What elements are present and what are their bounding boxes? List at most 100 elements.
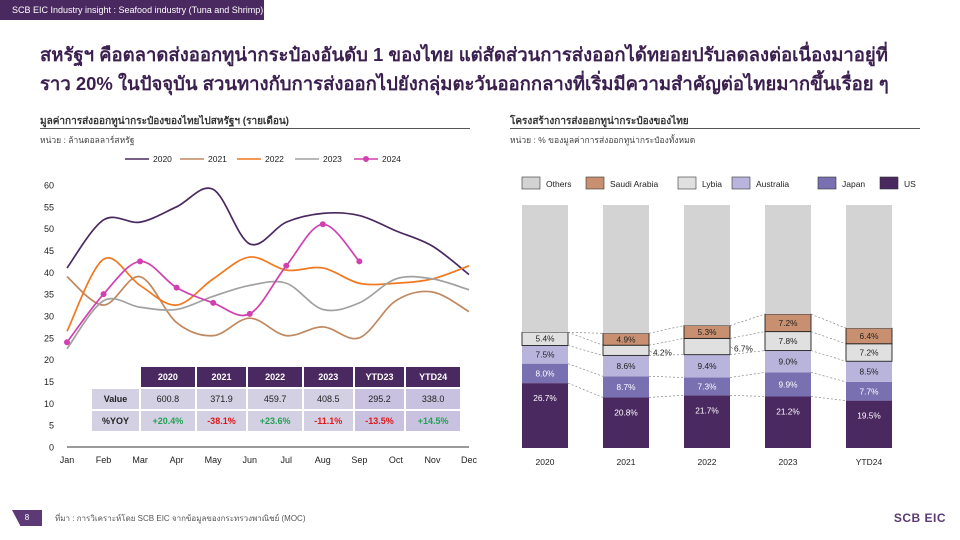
segment-connector bbox=[729, 350, 766, 355]
bar-segment-us bbox=[603, 397, 649, 448]
series-point-2024 bbox=[64, 339, 70, 346]
segment-connector bbox=[729, 394, 766, 397]
legend-label-saudi-arabia: Saudi Arabia bbox=[610, 179, 658, 189]
data-label-us: 20.8% bbox=[614, 407, 638, 417]
bar-segment-japan bbox=[603, 376, 649, 398]
y-tick-label: 40 bbox=[44, 268, 54, 278]
data-label-saudi-arabia: 6.4% bbox=[860, 331, 880, 341]
series-point-2024 bbox=[356, 258, 363, 265]
bar-segment-others bbox=[522, 205, 568, 333]
x-tick-label: Nov bbox=[424, 455, 441, 465]
summary-cell: -11.1% bbox=[303, 411, 353, 431]
series-point-2024 bbox=[319, 221, 326, 228]
series-line-2022 bbox=[66, 256, 470, 332]
right-chart-title: โครงสร้างการส่งออกทูน่ากระป๋องของไทย bbox=[510, 116, 689, 127]
data-label-lybia: 6.7% bbox=[734, 344, 754, 354]
left-title-divider bbox=[40, 128, 470, 129]
bar-segment-others bbox=[684, 205, 730, 326]
data-label-saudi-arabia: 7.2% bbox=[779, 318, 799, 328]
data-label-japan: 9.9% bbox=[779, 379, 799, 389]
segment-connector bbox=[729, 313, 766, 326]
legend-label-others: Others bbox=[546, 179, 572, 189]
legend-label-2023: 2023 bbox=[323, 154, 342, 164]
data-label-australia: 9.0% bbox=[779, 356, 799, 366]
bar-segment-australia bbox=[846, 361, 892, 382]
bar-segment-saudi-arabia bbox=[683, 325, 731, 339]
left-chart-unit: หน่วย : ล้านดอลลาร์สหรัฐ bbox=[40, 135, 135, 145]
data-label-japan: 7.3% bbox=[698, 381, 718, 391]
legend-label-2024: 2024 bbox=[382, 154, 401, 164]
series-point-2024 bbox=[173, 284, 180, 291]
legend-swatch-us bbox=[879, 176, 899, 190]
x-tick-label: YTD24 bbox=[856, 457, 883, 467]
y-tick-label: 10 bbox=[44, 399, 54, 409]
data-label-us: 21.7% bbox=[695, 405, 719, 415]
summary-cell: +23.6% bbox=[248, 411, 302, 431]
series-line-2023 bbox=[66, 275, 470, 350]
summary-cell: 600.8 bbox=[141, 389, 195, 409]
bar-segment-japan bbox=[765, 372, 811, 397]
bar-segment-others bbox=[603, 205, 649, 334]
bar-segment-us bbox=[684, 395, 730, 448]
y-tick-label: 45 bbox=[44, 246, 54, 256]
legend-swatch-japan bbox=[817, 176, 837, 190]
bar-segment-australia bbox=[522, 345, 568, 364]
page-number: 8 bbox=[12, 510, 42, 526]
y-tick-label: 50 bbox=[44, 224, 54, 234]
legend-swatch-lybia bbox=[677, 176, 697, 190]
bar-segment-lybia bbox=[683, 337, 731, 356]
bar-segment-japan bbox=[684, 377, 730, 396]
data-label-australia: 8.6% bbox=[617, 361, 637, 371]
summary-cell: 295.2 bbox=[354, 389, 405, 409]
data-label-australia: 8.5% bbox=[860, 367, 880, 377]
segment-connector bbox=[810, 350, 847, 362]
summary-table-row-yoy: %YOY +20.4% -38.1% +23.6% -11.1% -13.5% … bbox=[92, 411, 460, 431]
bar-segment-japan bbox=[522, 363, 568, 384]
summary-table-row-value: Value 600.8 371.9 459.7 408.5 295.2 338.… bbox=[92, 389, 460, 409]
legend-label-2020: 2020 bbox=[153, 154, 172, 164]
data-label-lybia: 7.8% bbox=[779, 336, 799, 346]
legend-marker-2024 bbox=[363, 156, 369, 162]
x-tick-label: Dec bbox=[461, 455, 478, 465]
segment-connector bbox=[810, 372, 847, 383]
segment-connector bbox=[810, 313, 847, 329]
data-label-australia: 9.4% bbox=[698, 361, 718, 371]
y-tick-label: 30 bbox=[44, 312, 54, 322]
summary-header-cell: 2023 bbox=[303, 367, 353, 387]
segment-connector bbox=[567, 332, 604, 334]
data-label-australia: 7.5% bbox=[536, 350, 556, 360]
stacked-bar-chart: Others Saudi Arabia Lybia Australia Japan US 2… bbox=[521, 176, 916, 467]
series-line-2021 bbox=[66, 275, 470, 340]
x-tick-label: 2022 bbox=[698, 457, 717, 467]
y-tick-label: 35 bbox=[44, 290, 54, 300]
segment-connector bbox=[648, 338, 685, 346]
bar-segment-others bbox=[765, 205, 811, 315]
legend-swatch-others bbox=[521, 176, 541, 190]
bar-segment-us bbox=[846, 400, 892, 448]
series-line-2020 bbox=[66, 187, 470, 276]
bar-segment-japan bbox=[846, 381, 892, 401]
segment-connector bbox=[729, 372, 766, 378]
bar-segment-australia bbox=[765, 350, 811, 373]
summary-cell: +14.5% bbox=[406, 411, 460, 431]
summary-cell: -13.5% bbox=[354, 411, 405, 431]
data-label-us: 26.7% bbox=[533, 393, 557, 403]
legend-label-2022: 2022 bbox=[265, 154, 284, 164]
data-label-saudi-arabia: 4.9% bbox=[617, 334, 637, 344]
x-tick-label: Sep bbox=[351, 455, 367, 465]
header-tag: SCB EIC Industry insight : Seafood indus… bbox=[0, 0, 264, 20]
summary-table-header-row: 2020 2021 2022 2023 YTD23 YTD24 bbox=[92, 367, 460, 387]
summary-cell: +20.4% bbox=[141, 411, 195, 431]
summary-header-cell: YTD24 bbox=[406, 367, 460, 387]
summary-table: 2020 2021 2022 2023 YTD23 YTD24 Value 60… bbox=[90, 365, 462, 433]
label-leader bbox=[729, 346, 734, 349]
y-tick-label: 55 bbox=[44, 202, 54, 212]
x-tick-label: 2020 bbox=[536, 457, 555, 467]
summary-cell: 459.7 bbox=[248, 389, 302, 409]
data-label-japan: 7.7% bbox=[860, 386, 880, 396]
summary-cell: 408.5 bbox=[303, 389, 353, 409]
data-label-us: 21.2% bbox=[776, 406, 800, 416]
series-point-2024 bbox=[100, 291, 107, 298]
left-chart-title: มูลค่าการส่งออกทูน่ากระป๋องของไทยไปสหรัฐ… bbox=[40, 116, 290, 127]
segment-connector bbox=[648, 325, 685, 334]
